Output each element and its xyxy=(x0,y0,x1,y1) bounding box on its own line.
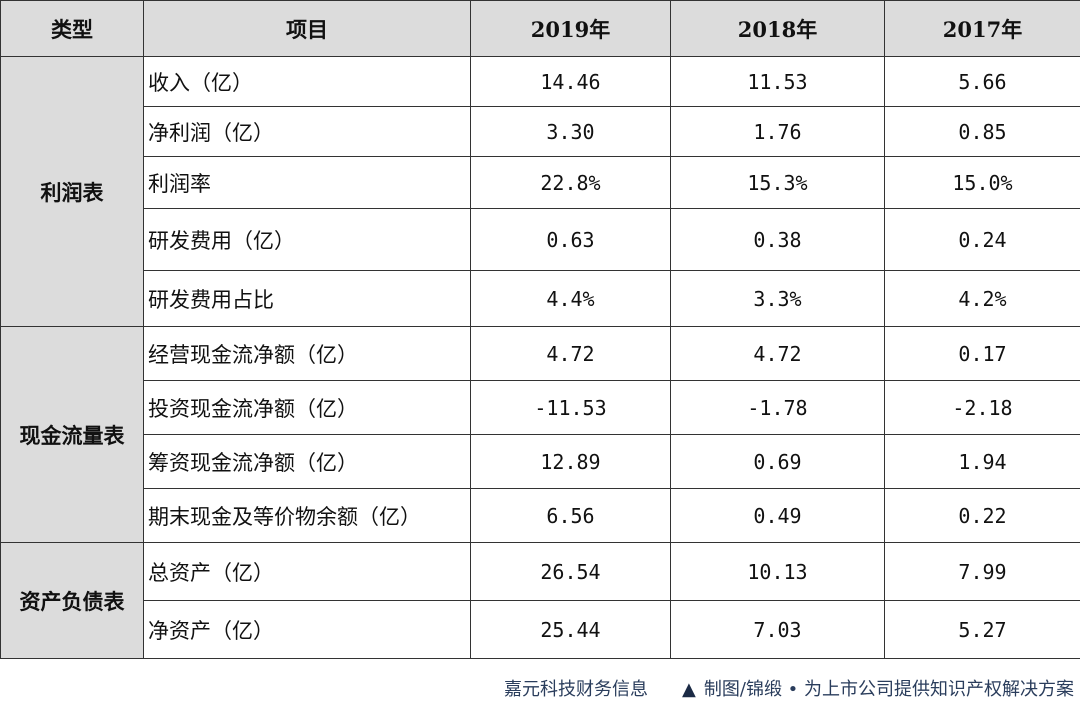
cell-2019: 4.72 xyxy=(470,326,671,381)
table-row: 利润率 22.8% 15.3% 15.0% xyxy=(1,156,1080,209)
cell-2019: 3.30 xyxy=(470,106,671,157)
cell-2017: 0.17 xyxy=(884,326,1080,381)
cell-2019: 4.4% xyxy=(470,270,671,327)
cell-2017: 5.27 xyxy=(884,600,1080,659)
cell-2018: 4.72 xyxy=(670,326,885,381)
table-row: 投资现金流净额（亿） -11.53 -1.78 -2.18 xyxy=(1,380,1080,435)
cell-2017: 15.0% xyxy=(884,156,1080,209)
header-2019: 2019年 xyxy=(470,0,671,57)
table-row: 研发费用（亿） 0.63 0.38 0.24 xyxy=(1,208,1080,271)
cell-2018: 1.76 xyxy=(670,106,885,157)
cell-2019: -11.53 xyxy=(470,380,671,435)
cell-2017: 7.99 xyxy=(884,542,1080,601)
row-label: 总资产（亿） xyxy=(143,542,471,601)
cell-2019: 26.54 xyxy=(470,542,671,601)
footer-credit: 制图/锦缎 • 为上市公司提供知识产权解决方案 xyxy=(703,679,1074,700)
financial-table: 类型 项目 2019年 2018年 2017年 利润表 收入（亿） 14.46 … xyxy=(0,0,1080,659)
cell-2017: -2.18 xyxy=(884,380,1080,435)
cell-2019: 12.89 xyxy=(470,434,671,489)
table-row: 资产负债表 总资产（亿） 26.54 10.13 7.99 xyxy=(0,542,1080,659)
cell-2018: 0.49 xyxy=(670,488,885,543)
table-row: 利润表 收入（亿） 14.46 11.53 5.66 xyxy=(0,56,1080,327)
header-2017: 2017年 xyxy=(884,0,1080,57)
cell-2019: 0.63 xyxy=(470,208,671,271)
cell-2019: 6.56 xyxy=(470,488,671,543)
row-label: 期末现金及等价物余额（亿） xyxy=(143,488,471,543)
table-row: 现金流量表 经营现金流净额（亿） 4.72 4.72 0.17 xyxy=(0,326,1080,543)
table-row: 期末现金及等价物余额（亿） 6.56 0.49 0.22 xyxy=(1,488,1080,543)
row-label: 筹资现金流净额（亿） xyxy=(143,434,471,489)
cell-2018: 7.03 xyxy=(670,600,885,659)
row-label: 经营现金流净额（亿） xyxy=(143,326,471,381)
cell-2018: -1.78 xyxy=(670,380,885,435)
cell-2017: 0.24 xyxy=(884,208,1080,271)
header-row: 类型 项目 2019年 2018年 2017年 xyxy=(0,0,1080,57)
row-label: 收入（亿） xyxy=(143,56,471,107)
category-income-statement: 利润表 xyxy=(0,56,144,327)
category-balance-sheet: 资产负债表 xyxy=(0,542,144,659)
row-label: 净资产（亿） xyxy=(143,600,471,659)
header-item: 项目 xyxy=(143,0,471,57)
cell-2018: 0.69 xyxy=(670,434,885,489)
table-row: 筹资现金流净额（亿） 12.89 0.69 1.94 xyxy=(1,434,1080,489)
cell-2019: 14.46 xyxy=(470,56,671,107)
header-2018: 2018年 xyxy=(670,0,885,57)
table-row: 净利润（亿） 3.30 1.76 0.85 xyxy=(1,106,1080,157)
row-label: 净利润（亿） xyxy=(143,106,471,157)
cell-2018: 3.3% xyxy=(670,270,885,327)
cell-2018: 15.3% xyxy=(670,156,885,209)
cell-2019: 25.44 xyxy=(470,600,671,659)
cell-2017: 0.85 xyxy=(884,106,1080,157)
row-label: 投资现金流净额（亿） xyxy=(143,380,471,435)
cell-2018: 11.53 xyxy=(670,56,885,107)
header-type: 类型 xyxy=(0,0,144,57)
cell-2018: 10.13 xyxy=(670,542,885,601)
row-label: 利润率 xyxy=(143,156,471,209)
cell-2019: 22.8% xyxy=(470,156,671,209)
cell-2017: 4.2% xyxy=(884,270,1080,327)
triangle-icon: ▲ xyxy=(682,679,696,700)
footer-caption: 嘉元科技财务信息 ▲ 制图/锦缎 • 为上市公司提供知识产权解决方案 xyxy=(504,676,1074,704)
row-label: 研发费用占比 xyxy=(143,270,471,327)
cell-2017: 0.22 xyxy=(884,488,1080,543)
category-cash-flow-statement: 现金流量表 xyxy=(0,326,144,543)
cell-2018: 0.38 xyxy=(670,208,885,271)
footer-source: 嘉元科技财务信息 xyxy=(504,679,649,700)
cell-2017: 5.66 xyxy=(884,56,1080,107)
table-row: 研发费用占比 4.4% 3.3% 4.2% xyxy=(1,270,1080,327)
cell-2017: 1.94 xyxy=(884,434,1080,489)
row-label: 研发费用（亿） xyxy=(143,208,471,271)
table-row: 净资产（亿） 25.44 7.03 5.27 xyxy=(1,600,1080,659)
